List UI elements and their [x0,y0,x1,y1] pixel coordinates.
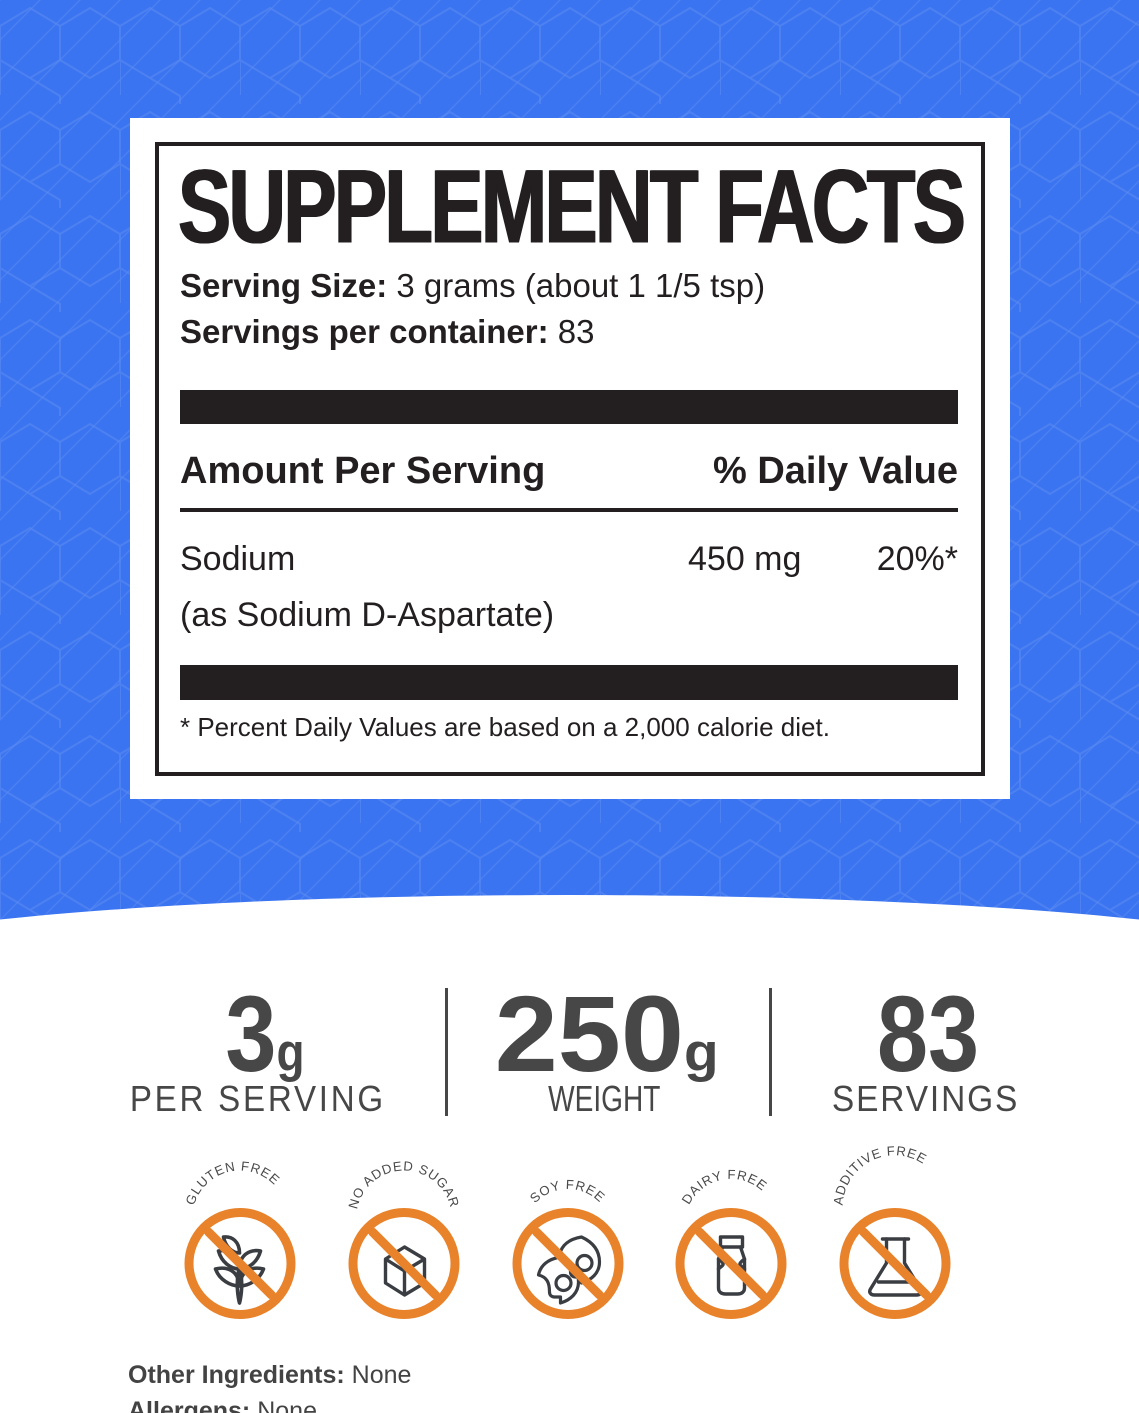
svg-text:NO ADDED SUGAR: NO ADDED SUGAR [345,1158,462,1210]
svg-text:DAIRY FREE: DAIRY FREE [679,1167,771,1207]
svg-text:ADDITIVE FREE: ADDITIVE FREE [831,1143,930,1206]
svg-text:GLUTEN FREE: GLUTEN FREE [183,1158,283,1207]
svg-text:SOY FREE: SOY FREE [527,1177,608,1206]
